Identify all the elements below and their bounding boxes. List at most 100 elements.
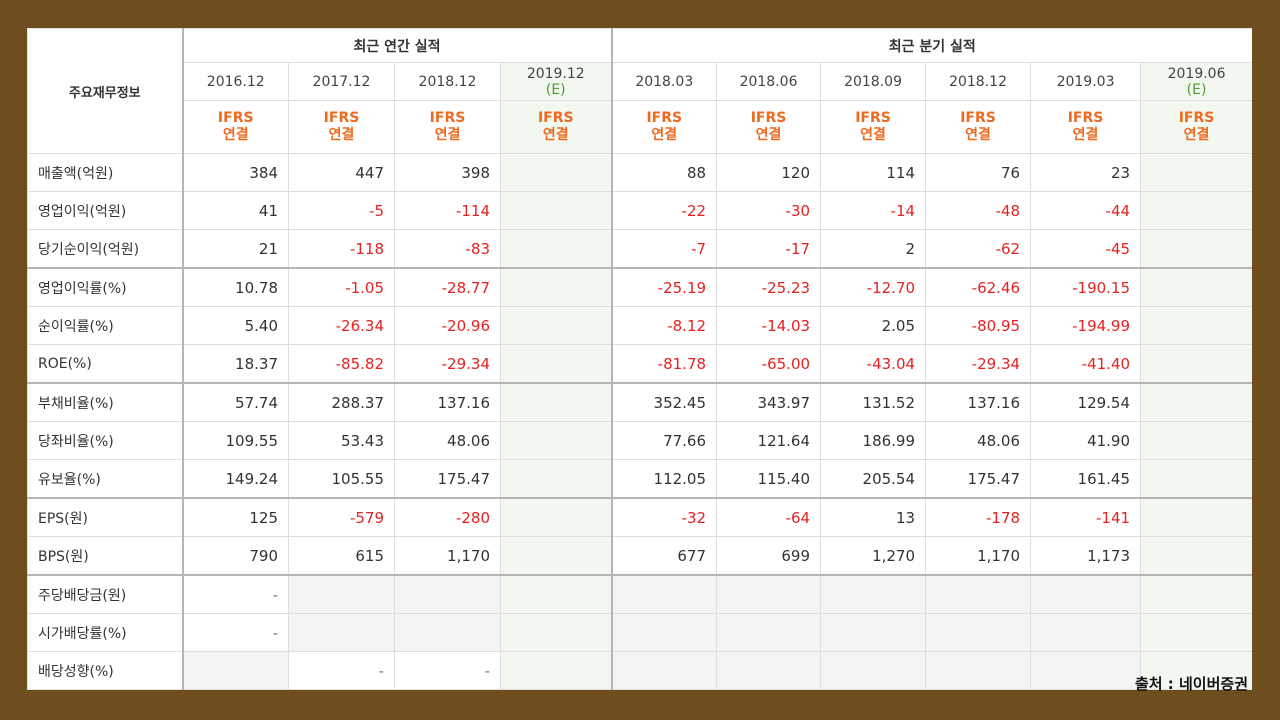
cell-value: -12.70 (866, 278, 916, 297)
cell: - (288, 651, 395, 690)
cell-value: -5 (369, 201, 384, 220)
cell: 343.97 (716, 382, 822, 422)
cell (1140, 574, 1252, 614)
cell-value: 175.47 (437, 469, 491, 488)
cell-value: - (272, 623, 278, 642)
cell: 121.64 (716, 421, 822, 460)
cell: 1,173 (1030, 536, 1142, 576)
header-row: 2016.12 2017.12 2018.12 2019.12 (E) 2018.03 20… (28, 62, 1252, 101)
cell-value: -22 (681, 201, 707, 220)
cell: 13 (820, 497, 927, 537)
date-text: 2018.09 (844, 73, 902, 90)
cell-value: -194.99 (1072, 316, 1131, 335)
cell-value: 447 (355, 163, 384, 182)
cell (1140, 613, 1252, 652)
finance-table: 주요재무정보 최근 연간 실적 최근 분기 실적 2016.12 2017.12 2018… (27, 28, 1252, 690)
cell-value: 175.47 (967, 469, 1021, 488)
corner-cell: 주요재무정보 (27, 28, 183, 154)
cell-value: -25.19 (657, 278, 707, 297)
cell: 2.05 (820, 306, 927, 345)
cell-value: 41.90 (1087, 431, 1131, 450)
cell (716, 613, 822, 652)
standard: IFRS (323, 110, 360, 126)
cell: -22 (610, 191, 718, 230)
cell (499, 459, 613, 499)
cell-value: 1,170 (977, 546, 1021, 565)
cell-value: -280 (455, 508, 490, 527)
cell: 352.45 (610, 382, 718, 422)
cell: -30 (716, 191, 822, 230)
cell-value: 1,170 (447, 546, 490, 565)
cell: 23 (1030, 153, 1142, 192)
cell: -81.78 (610, 344, 718, 384)
cell-value: -32 (681, 508, 707, 527)
cell: 48.06 (925, 421, 1032, 460)
cell-value: -45 (1105, 239, 1131, 258)
cell-value: 53.43 (341, 431, 384, 450)
date-text: 2018.12 (418, 73, 477, 90)
cell: 129.54 (1030, 382, 1142, 422)
cell: -43.04 (820, 344, 927, 384)
cell: 790 (181, 536, 289, 576)
data-row: 배당성향(%) - - (27, 651, 1252, 690)
cell-value: 129.54 (1077, 393, 1131, 412)
cell-value: 384 (249, 163, 278, 182)
data-row: BPS(원) 790 615 1,170 677 699 1,270 1,170 1,173 (27, 536, 1252, 576)
cell: -48 (925, 191, 1032, 230)
date-text: 2019.06 (1167, 65, 1226, 82)
scope: 연결 (434, 127, 461, 143)
cell (1140, 229, 1252, 269)
cell: -12.70 (820, 267, 927, 307)
cell: 1,170 (925, 536, 1032, 576)
estimate-mark: (E) (545, 81, 566, 98)
cell: -114 (394, 191, 501, 230)
cell: 137.16 (925, 382, 1032, 422)
data-row: 당좌비율(%) 109.55 53.43 48.06 77.66 121.64 186.99… (27, 421, 1252, 460)
cell: 88 (610, 153, 718, 192)
standard: IFRS (537, 110, 574, 126)
cell: 18.37 (181, 344, 289, 384)
cell-value: 131.52 (862, 393, 916, 412)
cell-value: -14.03 (761, 316, 811, 335)
cell (499, 536, 613, 576)
row-label: 당좌비율(%) (27, 421, 183, 460)
cell: 131.52 (820, 382, 927, 422)
cell-value: 88 (686, 163, 707, 182)
cell-value: -29.34 (971, 354, 1021, 373)
cell-value: -190.15 (1072, 278, 1131, 297)
cell-value: - (484, 661, 490, 680)
cell: - (394, 651, 501, 690)
cell: -579 (288, 497, 395, 537)
cell (925, 574, 1032, 614)
cell: 76 (925, 153, 1032, 192)
standard: IFRS (750, 110, 787, 126)
cell-value: -30 (785, 201, 811, 220)
cell: - (181, 574, 289, 614)
scope: 연결 (755, 127, 782, 143)
cell-value: 343.97 (757, 393, 811, 412)
period-date: 2019.06 (E) (1140, 62, 1252, 101)
row-label: 순이익률(%) (27, 306, 183, 345)
cell (610, 651, 718, 690)
standard: IFRS (960, 110, 996, 126)
cell-value: -64 (785, 508, 811, 527)
scope: 연결 (328, 127, 355, 143)
cell (499, 613, 613, 652)
cell: -280 (394, 497, 501, 537)
scope: 연결 (1183, 127, 1210, 143)
cell: -29.34 (925, 344, 1032, 384)
cell: 186.99 (820, 421, 927, 460)
date-text: 2017.12 (312, 73, 371, 90)
cell-value: 120 (781, 163, 811, 182)
cell (499, 344, 613, 384)
cell-value: 699 (781, 546, 811, 565)
period-date: 2019.03 (1030, 62, 1142, 101)
cell-value: 205.54 (862, 469, 916, 488)
cell: 149.24 (181, 459, 289, 499)
cell-value: 288.37 (331, 393, 385, 412)
cell: 41 (181, 191, 289, 230)
cell (610, 574, 718, 614)
cell-value: 121.64 (757, 431, 811, 450)
cell-value: 398 (461, 163, 490, 182)
cell: -141 (1030, 497, 1142, 537)
